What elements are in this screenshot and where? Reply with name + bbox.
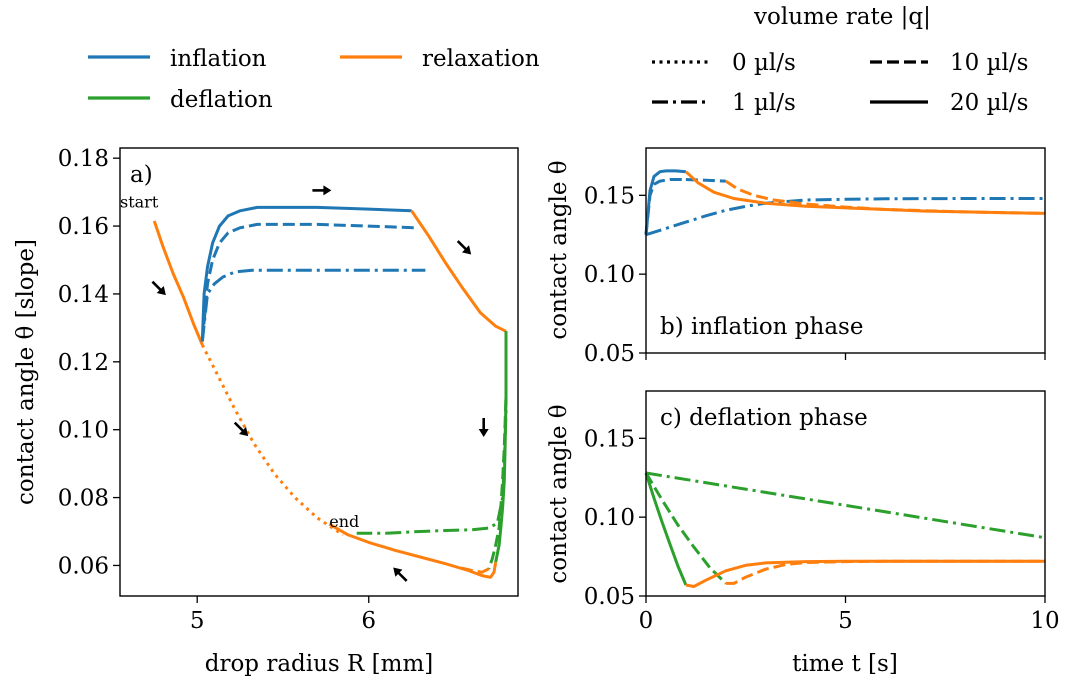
legend-label-relaxation: relaxation [422, 46, 540, 72]
pc-xtick-label: 5 [838, 608, 853, 634]
pc-xtick-label: 0 [639, 608, 654, 634]
pc-line-relaxation-solid [685, 559, 1045, 588]
pb-line-relaxation-dashed [724, 179, 1046, 215]
direction-arrow-icon [393, 567, 408, 582]
panel-b-ylabel: contact angle θ [546, 160, 572, 339]
direction-arrow-icon [478, 418, 489, 437]
pa-ytick-label: 0.10 [58, 418, 109, 444]
legend-label-deflation: deflation [170, 87, 273, 113]
legend-label-inflation: inflation [170, 46, 267, 72]
pa-xtick-label: 5 [190, 608, 205, 634]
pa-line-inflation-dashdot [200, 268, 426, 342]
legend-label-rate-20: 20 µl/s [950, 90, 1028, 116]
direction-arrow-icon [233, 421, 249, 437]
panel-b-axes: 0.05 0.10 0.15 [584, 183, 1046, 367]
direction-arrow-icon [151, 280, 166, 296]
rate-legend: volume rate |q| 0 µl/s 10 µl/s 1 µl/s 20… [652, 4, 1028, 116]
pc-line-deflation-dashed [644, 472, 727, 585]
pc-xtick-label: 10 [1030, 608, 1059, 634]
panel-a-label: a) [130, 162, 153, 188]
panel-a-ylabel: contact angle θ [slope] [13, 239, 39, 505]
pc-ytick-label: 0.15 [584, 426, 635, 452]
direction-arrow-icon [312, 185, 332, 196]
pa-annotation-end: end [329, 512, 359, 531]
panel-a-xlabel: drop radius R [mm] [205, 651, 434, 677]
pa-line-relaxation-solid [328, 522, 498, 579]
pa-line-deflation-solid [494, 331, 508, 563]
panel-b-plot-area [644, 169, 1046, 237]
legend-label-rate-0: 0 µl/s [732, 50, 796, 76]
legend-label-rate-1: 1 µl/s [732, 90, 796, 116]
pa-annotation-start: start [120, 192, 159, 211]
pa-line-deflation-dashdot [356, 331, 508, 535]
pb-line-inflation-dashed [644, 178, 686, 235]
pc-line-deflation-solid [644, 472, 688, 586]
panel-c-label: c) deflation phase [660, 405, 868, 431]
rate-legend-title: volume rate |q| [753, 4, 931, 30]
pa-ytick-label: 0.12 [58, 350, 109, 376]
pa-xtick-label: 6 [361, 608, 376, 634]
pa-line-relaxation-dashed [457, 565, 490, 574]
panel-a-axes: 5 6 0.06 0.08 0.10 0.12 0.14 0.16 0.18 start end [58, 146, 489, 634]
panel-a: 5 6 0.06 0.08 0.10 0.12 0.14 0.16 0.18 start end a… [13, 146, 519, 677]
pb-ytick-label: 0.05 [584, 341, 635, 367]
panel-c-plot-area [644, 471, 1046, 588]
pa-ytick-label: 0.18 [58, 146, 109, 172]
pa-ytick-label: 0.08 [58, 486, 109, 512]
panel-b-label: b) inflation phase [660, 314, 863, 340]
pc-ytick-label: 0.10 [584, 505, 635, 531]
panel-c: 0 5 10 0.05 0.10 0.15 c) deflation phase time… [546, 390, 1060, 677]
panel-c-ylabel: contact angle θ [546, 404, 572, 583]
pb-line-inflation-dashed [685, 178, 726, 183]
panel-b: 0.05 0.10 0.15 b) inflation phase contact … [546, 147, 1046, 367]
pc-line-relaxation-dashed [725, 559, 1045, 585]
pa-line-relaxation-solid [410, 209, 507, 333]
direction-arrow-icon [456, 240, 472, 255]
phase-legend: inflation deflation relaxation [88, 46, 540, 113]
pa-line-relaxation-solid [152, 220, 204, 346]
pb-ytick-label: 0.10 [584, 262, 635, 288]
pc-ytick-label: 0.05 [584, 584, 635, 610]
pb-ytick-label: 0.15 [584, 183, 635, 209]
pa-line-relaxation-dotted [200, 344, 344, 537]
pc-line-deflation-dashdot [645, 471, 1046, 540]
pa-line-inflation-solid [200, 205, 412, 342]
pb-line-relaxation-solid [684, 170, 1046, 215]
pa-line-inflation-dashed [200, 222, 416, 342]
panel-c-axes: 0 5 10 0.05 0.10 0.15 [584, 426, 1060, 634]
panel-a-frame [119, 147, 519, 597]
pb-line-inflation-solid [644, 169, 687, 235]
pb-line-inflation-dashdot [645, 197, 1045, 237]
panel-c-xlabel: time t [s] [792, 651, 898, 677]
pa-ytick-label: 0.14 [58, 282, 109, 308]
panel-a-plot-area [152, 205, 508, 579]
pa-ytick-label: 0.06 [58, 553, 109, 579]
legend-label-rate-10: 10 µl/s [950, 50, 1028, 76]
pa-ytick-label: 0.16 [58, 214, 109, 240]
